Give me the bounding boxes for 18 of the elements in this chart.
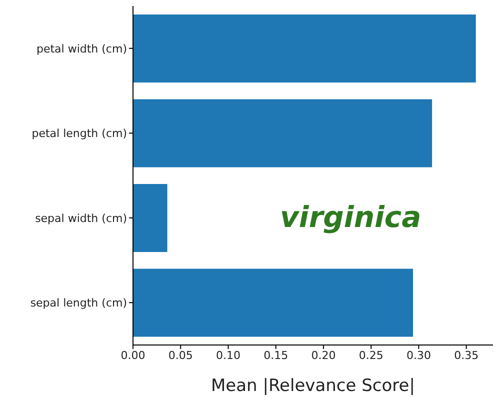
- bar: [133, 14, 476, 82]
- y-tick-label: petal width (cm): [36, 42, 127, 56]
- bar: [133, 99, 432, 168]
- x-tick-label: 0.05: [168, 348, 193, 362]
- x-tick-label: 0.15: [264, 348, 288, 362]
- bar: [133, 184, 168, 252]
- x-tick-label: 0.35: [454, 348, 479, 362]
- x-tick-label: 0.20: [311, 348, 336, 362]
- x-axis-title: Mean |Relevance Score|: [211, 376, 415, 396]
- x-tick-label: 0.10: [216, 348, 240, 362]
- y-tick-label: sepal length (cm): [30, 296, 127, 310]
- x-tick-label: 0.25: [358, 348, 384, 362]
- x-tick-label: 0.00: [120, 348, 146, 362]
- y-tick-label: sepal width (cm): [35, 212, 127, 225]
- y-tick-label: petal length (cm): [32, 127, 127, 140]
- x-tick-label: 0.30: [406, 348, 431, 362]
- annotation: virginica: [280, 200, 422, 234]
- bar: [133, 268, 413, 337]
